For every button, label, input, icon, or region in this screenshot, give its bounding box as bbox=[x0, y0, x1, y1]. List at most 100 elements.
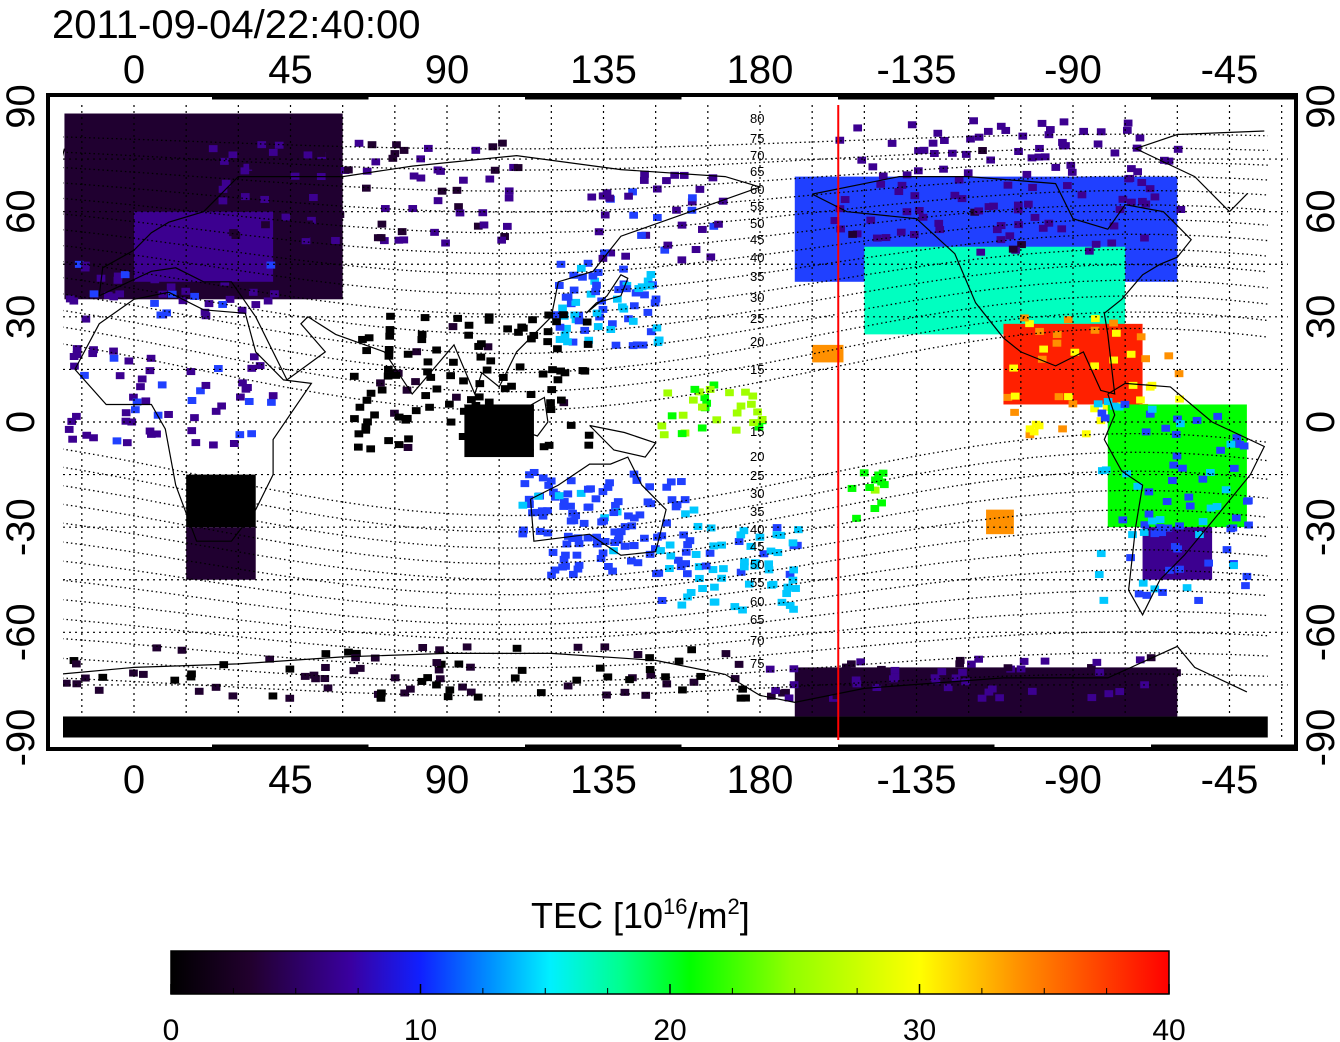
tec-cell bbox=[1029, 428, 1039, 436]
top-tick-label: 180 bbox=[727, 48, 794, 92]
tec-cell bbox=[653, 533, 662, 541]
mlat-contour bbox=[63, 263, 1268, 335]
tec-cell bbox=[604, 562, 613, 571]
tec-cell bbox=[1141, 355, 1150, 363]
tec-cell bbox=[363, 418, 372, 426]
tec-cell bbox=[759, 550, 769, 558]
tec-cell bbox=[1022, 170, 1032, 178]
mlat-contour bbox=[63, 509, 1268, 581]
tec-cell bbox=[354, 139, 364, 147]
tec-cell bbox=[1035, 144, 1044, 152]
tec-cell bbox=[376, 234, 386, 242]
tec-cell bbox=[300, 672, 310, 680]
tec-cell bbox=[868, 163, 878, 171]
mlat-contour bbox=[63, 133, 1268, 150]
tec-cell bbox=[582, 318, 592, 326]
tec-cell bbox=[574, 317, 584, 325]
tec-cell bbox=[583, 485, 593, 493]
tec-cell bbox=[74, 260, 84, 268]
tec-cell bbox=[954, 176, 964, 184]
tec-cell bbox=[1222, 546, 1232, 554]
tec-cell bbox=[1185, 502, 1195, 510]
tec-cell bbox=[532, 508, 542, 516]
tec-cell bbox=[1138, 197, 1147, 205]
tec-cell bbox=[1009, 364, 1018, 372]
tec-cell bbox=[354, 430, 364, 438]
tec-cell bbox=[583, 340, 593, 348]
tec-cell bbox=[417, 677, 427, 685]
tec-cell bbox=[600, 211, 610, 219]
tec-cell bbox=[1173, 415, 1182, 423]
mlat-label: 55 bbox=[750, 199, 764, 214]
top-tick-label: -45 bbox=[1201, 48, 1259, 92]
tec-cell bbox=[646, 328, 656, 336]
tec-cell bbox=[627, 557, 636, 565]
tec-cell bbox=[661, 673, 670, 681]
tec-cell bbox=[659, 431, 669, 439]
tec-cell bbox=[127, 418, 137, 426]
tec-cell bbox=[275, 162, 284, 170]
tec-cell bbox=[1038, 224, 1048, 232]
tec-cell bbox=[653, 339, 663, 347]
tec-cell bbox=[502, 222, 512, 230]
tec-cell bbox=[449, 358, 458, 366]
tec-cell bbox=[386, 312, 395, 320]
tec-cell bbox=[233, 236, 242, 244]
tec-cell bbox=[645, 550, 655, 558]
tec-cell bbox=[321, 650, 331, 658]
tec-cell bbox=[646, 671, 656, 679]
mlat-label: 45 bbox=[750, 232, 764, 247]
mlat-label: 25 bbox=[750, 468, 764, 483]
tec-cell bbox=[566, 300, 576, 308]
tec-cell bbox=[1172, 452, 1182, 460]
tec-cell bbox=[736, 531, 746, 539]
tec-cell bbox=[1172, 669, 1181, 677]
tec-cell bbox=[1135, 134, 1145, 142]
tec-cell bbox=[614, 286, 623, 294]
tec-cell bbox=[1145, 410, 1155, 418]
tec-cell bbox=[1145, 383, 1155, 391]
tec-cell bbox=[459, 377, 468, 385]
tec-cell bbox=[247, 364, 257, 372]
tec-cell bbox=[355, 664, 365, 672]
mlat-contour bbox=[63, 147, 1268, 171]
tec-cell bbox=[1182, 584, 1192, 592]
tec-cell bbox=[112, 437, 122, 445]
tec-cell bbox=[162, 309, 172, 317]
tec-cell bbox=[689, 506, 699, 514]
tec-cell bbox=[689, 678, 699, 686]
mlat-label: 45 bbox=[750, 539, 764, 554]
tec-cell bbox=[793, 541, 802, 549]
tec-cell bbox=[397, 228, 407, 236]
top-tick-label: 135 bbox=[570, 48, 637, 92]
tec-cell bbox=[358, 335, 367, 343]
tec-cell bbox=[1005, 232, 1015, 240]
coastline bbox=[74, 291, 313, 542]
top-tick-label: -90 bbox=[1044, 48, 1102, 92]
tec-cell bbox=[1013, 206, 1023, 214]
tec-cell bbox=[1206, 468, 1215, 476]
tec-cell bbox=[436, 660, 446, 668]
tec-cell bbox=[877, 665, 886, 673]
tec-cell bbox=[544, 311, 554, 319]
tec-cell bbox=[267, 398, 276, 406]
right-tick-label: -90 bbox=[1299, 709, 1340, 767]
tec-cell bbox=[202, 265, 211, 273]
tec-cell bbox=[547, 386, 557, 394]
tec-cell bbox=[897, 181, 907, 189]
tec-cell bbox=[109, 293, 119, 301]
tec-cell bbox=[543, 507, 552, 515]
tec-cell bbox=[394, 441, 404, 449]
tec-cell bbox=[72, 345, 82, 353]
tec-cell bbox=[700, 394, 710, 402]
tec-cell bbox=[576, 489, 586, 497]
tec-cell bbox=[986, 509, 1014, 535]
tec-cell bbox=[718, 197, 728, 205]
tec-cell bbox=[563, 490, 573, 498]
tec-cell bbox=[573, 565, 583, 573]
tec-cell bbox=[696, 672, 706, 680]
tec-cell bbox=[213, 365, 223, 373]
tec-cell bbox=[430, 228, 439, 236]
tec-cell bbox=[235, 431, 245, 439]
tec-cell bbox=[208, 145, 218, 153]
